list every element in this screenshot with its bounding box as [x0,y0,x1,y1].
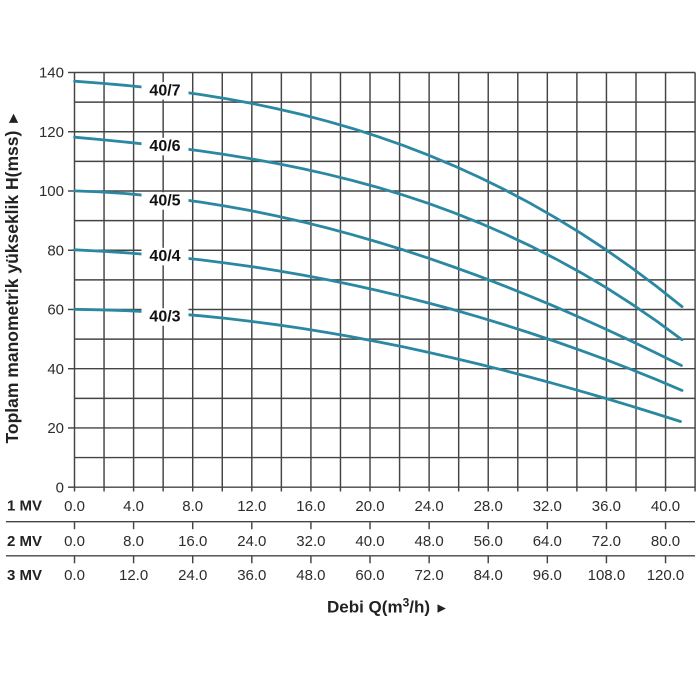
svg-text:12.0: 12.0 [237,498,266,515]
svg-text:40.0: 40.0 [651,498,680,515]
svg-text:40/7: 40/7 [149,82,180,99]
svg-text:48.0: 48.0 [296,567,325,584]
svg-text:40/6: 40/6 [149,138,180,155]
svg-text:28.0: 28.0 [474,498,503,515]
svg-text:1 MV: 1 MV [7,498,42,515]
svg-text:40/4: 40/4 [149,248,180,265]
svg-text:108.0: 108.0 [588,567,626,584]
svg-text:8.0: 8.0 [182,498,203,515]
svg-text:24.0: 24.0 [237,533,266,550]
svg-text:32.0: 32.0 [296,533,325,550]
svg-text:16.0: 16.0 [296,498,325,515]
svg-text:16.0: 16.0 [178,533,207,550]
svg-text:0: 0 [56,479,64,496]
svg-text:24.0: 24.0 [414,498,443,515]
svg-text:8.0: 8.0 [123,533,144,550]
svg-text:56.0: 56.0 [474,533,503,550]
svg-text:2 MV: 2 MV [7,533,42,550]
svg-text:3 MV: 3 MV [7,567,42,584]
svg-text:36.0: 36.0 [237,567,266,584]
svg-text:84.0: 84.0 [474,567,503,584]
svg-text:60.0: 60.0 [355,567,384,584]
svg-text:40: 40 [47,361,64,378]
svg-text:64.0: 64.0 [533,533,562,550]
svg-text:40/3: 40/3 [149,309,180,326]
svg-text:140: 140 [39,65,64,82]
svg-text:24.0: 24.0 [178,567,207,584]
svg-text:96.0: 96.0 [533,567,562,584]
svg-text:20.0: 20.0 [355,498,384,515]
svg-text:Debi Q(m3/h) ►: Debi Q(m3/h) ► [327,596,449,617]
svg-text:72.0: 72.0 [592,533,621,550]
svg-text:72.0: 72.0 [414,567,443,584]
svg-text:32.0: 32.0 [533,498,562,515]
svg-text:0.0: 0.0 [64,498,85,515]
svg-text:80: 80 [47,242,64,259]
svg-text:0.0: 0.0 [64,533,85,550]
svg-text:12.0: 12.0 [119,567,148,584]
svg-text:36.0: 36.0 [592,498,621,515]
svg-text:48.0: 48.0 [414,533,443,550]
svg-text:120: 120 [39,124,64,141]
svg-text:0.0: 0.0 [64,567,85,584]
svg-text:Toplam manometrik yükseklik H(: Toplam manometrik yükseklik H(mss) ► [2,110,22,443]
svg-text:120.0: 120.0 [647,567,685,584]
svg-text:60: 60 [47,302,64,319]
svg-text:80.0: 80.0 [651,533,680,550]
svg-text:4.0: 4.0 [123,498,144,515]
svg-text:40.0: 40.0 [355,533,384,550]
svg-text:20: 20 [47,420,64,437]
svg-text:40/5: 40/5 [149,192,180,209]
svg-text:100: 100 [39,183,64,200]
